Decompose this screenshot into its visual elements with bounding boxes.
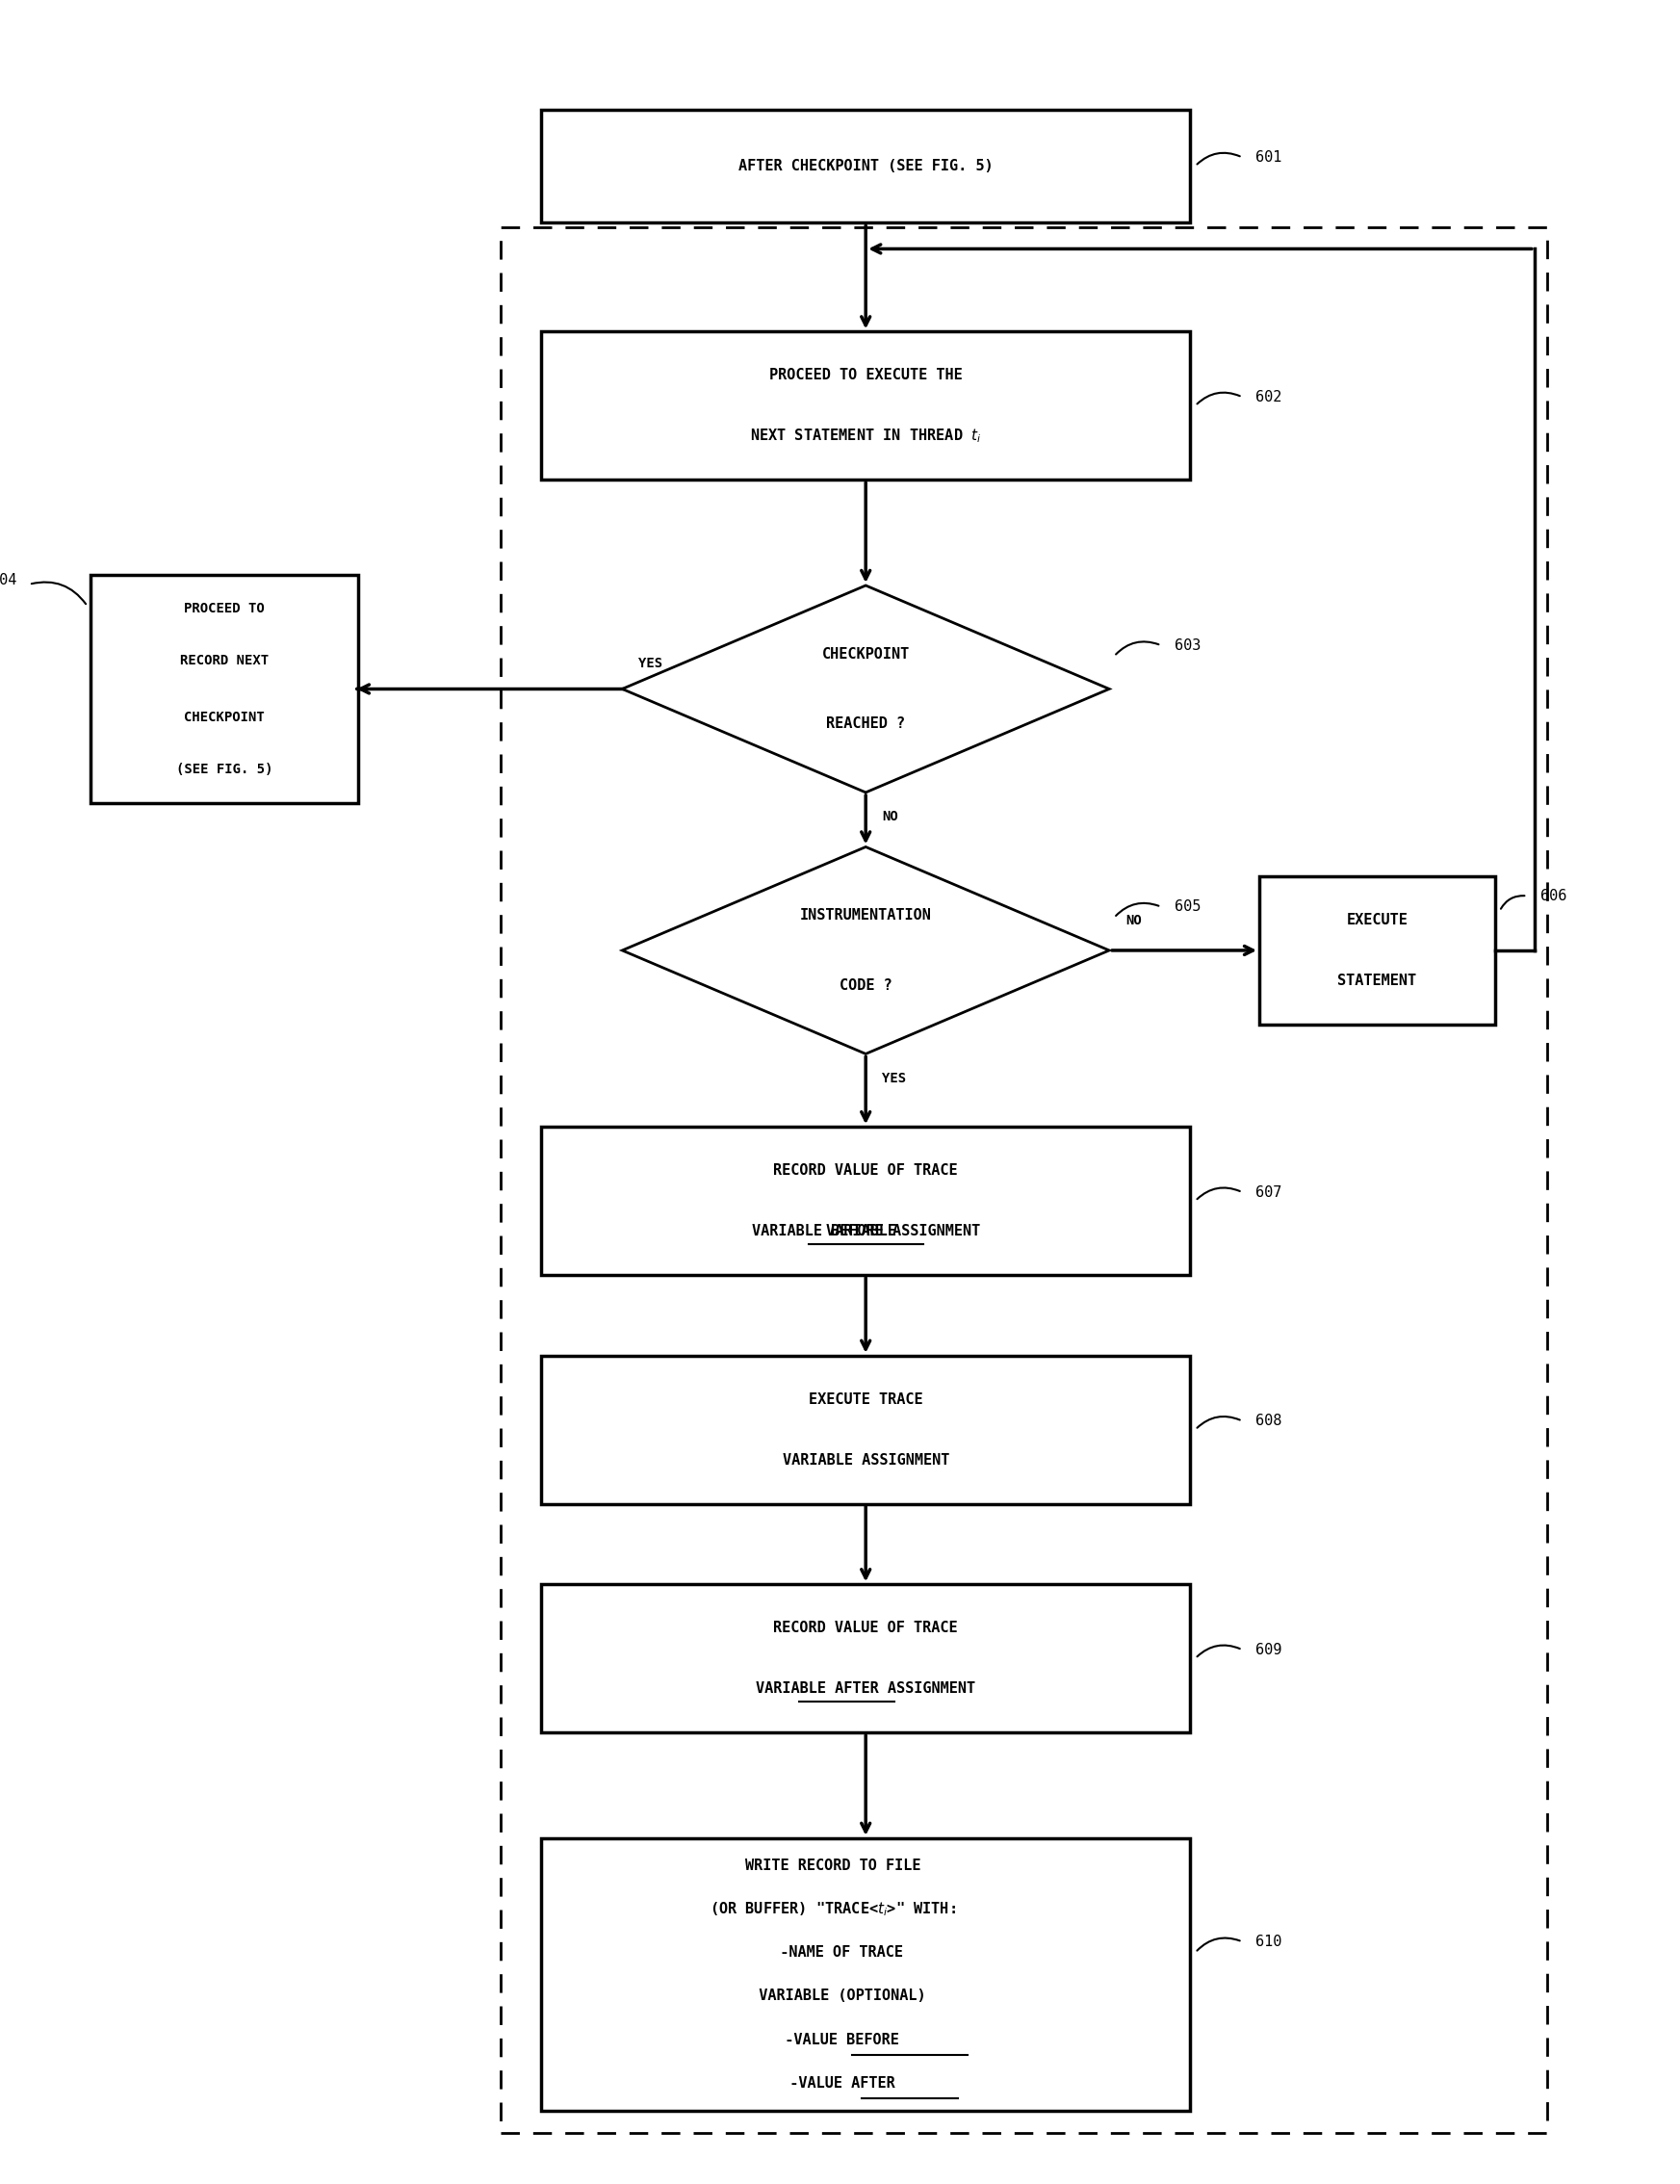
Text: 608: 608	[1255, 1413, 1282, 1428]
Text: PROCEED TO: PROCEED TO	[185, 601, 265, 616]
Text: RECORD VALUE OF TRACE: RECORD VALUE OF TRACE	[773, 1621, 958, 1636]
Text: 602: 602	[1255, 389, 1282, 404]
FancyBboxPatch shape	[541, 332, 1191, 480]
Text: (SEE FIG. 5): (SEE FIG. 5)	[176, 762, 272, 775]
Text: VARIABLE ASSIGNMENT: VARIABLE ASSIGNMENT	[783, 1452, 949, 1468]
Text: YES: YES	[638, 657, 662, 670]
Text: YES: YES	[882, 1072, 906, 1085]
Text: PROCEED TO EXECUTE THE: PROCEED TO EXECUTE THE	[769, 367, 963, 382]
Text: 601: 601	[1255, 151, 1282, 164]
FancyBboxPatch shape	[541, 1127, 1191, 1275]
FancyBboxPatch shape	[541, 109, 1191, 223]
Text: NO: NO	[1126, 913, 1141, 928]
FancyBboxPatch shape	[541, 1583, 1191, 1732]
Text: CHECKPOINT: CHECKPOINT	[822, 646, 909, 662]
Text: 609: 609	[1255, 1642, 1282, 1658]
Text: RECORD VALUE OF TRACE: RECORD VALUE OF TRACE	[773, 1164, 958, 1177]
Text: NEXT STATEMENT IN THREAD $t_i$: NEXT STATEMENT IN THREAD $t_i$	[749, 428, 981, 446]
Text: WRITE RECORD TO FILE: WRITE RECORD TO FILE	[746, 1859, 921, 1872]
Text: VARIABLE AFTER ASSIGNMENT: VARIABLE AFTER ASSIGNMENT	[756, 1682, 976, 1697]
FancyBboxPatch shape	[541, 1839, 1191, 2110]
Text: STATEMENT: STATEMENT	[1337, 974, 1416, 987]
FancyBboxPatch shape	[91, 574, 358, 804]
Text: RECORD NEXT: RECORD NEXT	[180, 653, 269, 668]
Text: NO: NO	[882, 810, 899, 823]
Text: EXECUTE TRACE: EXECUTE TRACE	[808, 1391, 922, 1406]
Text: VARIABLE: VARIABLE	[827, 1225, 906, 1238]
Text: AFTER CHECKPOINT (SEE FIG. 5): AFTER CHECKPOINT (SEE FIG. 5)	[738, 159, 993, 173]
Text: 604: 604	[0, 572, 17, 587]
Text: CODE ?: CODE ?	[840, 978, 892, 992]
Text: REACHED ?: REACHED ?	[827, 716, 906, 732]
Text: -VALUE AFTER: -VALUE AFTER	[771, 2077, 895, 2090]
Text: VARIABLE BEFORE ASSIGNMENT: VARIABLE BEFORE ASSIGNMENT	[751, 1225, 979, 1238]
Text: CHECKPOINT: CHECKPOINT	[185, 710, 265, 725]
Text: INSTRUMENTATION: INSTRUMENTATION	[800, 909, 932, 924]
Text: 605: 605	[1174, 900, 1201, 915]
Polygon shape	[622, 847, 1109, 1055]
Text: 606: 606	[1541, 889, 1566, 904]
Text: -NAME OF TRACE: -NAME OF TRACE	[763, 1946, 904, 1959]
Text: -VALUE BEFORE: -VALUE BEFORE	[768, 2033, 899, 2046]
Text: VARIABLE (OPTIONAL): VARIABLE (OPTIONAL)	[741, 1990, 926, 2003]
Text: (OR BUFFER) "TRACE<$t_i$>" WITH:: (OR BUFFER) "TRACE<$t_i$>" WITH:	[711, 1900, 956, 1918]
Text: EXECUTE: EXECUTE	[1346, 913, 1408, 928]
Text: 603: 603	[1174, 638, 1201, 653]
Text: 610: 610	[1255, 1935, 1282, 1948]
Text: 607: 607	[1255, 1186, 1282, 1199]
Polygon shape	[622, 585, 1109, 793]
FancyBboxPatch shape	[541, 1356, 1191, 1505]
FancyBboxPatch shape	[1260, 876, 1495, 1024]
